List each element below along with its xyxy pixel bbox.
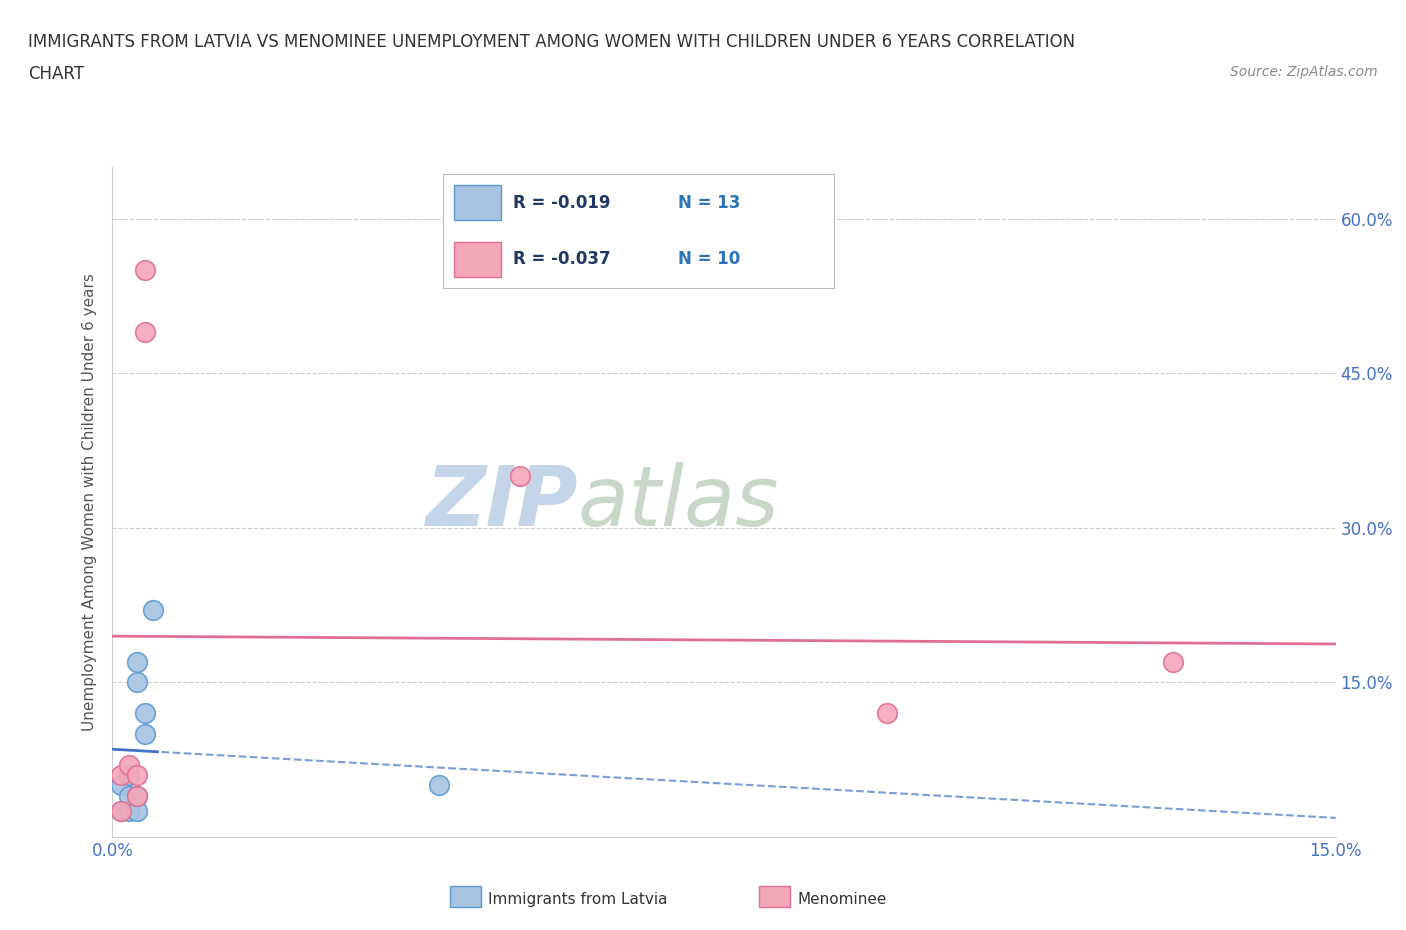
Point: [118, 804, 141, 818]
Point: [110, 804, 132, 818]
Point: [118, 768, 141, 783]
Point: [125, 789, 148, 804]
Point: [134, 263, 156, 278]
Point: [134, 706, 156, 721]
Point: [110, 778, 132, 793]
Point: [118, 789, 141, 804]
Text: ZIP: ZIP: [425, 461, 578, 543]
Point: [134, 325, 156, 339]
Text: Source: ZipAtlas.com: Source: ZipAtlas.com: [1230, 65, 1378, 79]
Text: Immigrants from Latvia: Immigrants from Latvia: [488, 892, 668, 907]
Point: [125, 804, 148, 818]
Point: [118, 757, 141, 772]
Point: [110, 768, 132, 783]
Text: atlas: atlas: [578, 461, 779, 543]
Point: [125, 675, 148, 690]
Point: [876, 706, 898, 721]
Point: [134, 726, 156, 741]
Point: [125, 655, 148, 670]
Y-axis label: Unemployment Among Women with Children Under 6 years: Unemployment Among Women with Children U…: [82, 273, 97, 731]
Point: [509, 469, 531, 484]
Point: [125, 789, 148, 804]
Point: [427, 778, 450, 793]
Text: CHART: CHART: [28, 65, 84, 83]
Point: [1161, 655, 1184, 670]
Text: IMMIGRANTS FROM LATVIA VS MENOMINEE UNEMPLOYMENT AMONG WOMEN WITH CHILDREN UNDER: IMMIGRANTS FROM LATVIA VS MENOMINEE UNEM…: [28, 33, 1076, 50]
Point: [110, 804, 132, 818]
Point: [125, 768, 148, 783]
Point: [142, 603, 165, 618]
Text: Menominee: Menominee: [797, 892, 887, 907]
